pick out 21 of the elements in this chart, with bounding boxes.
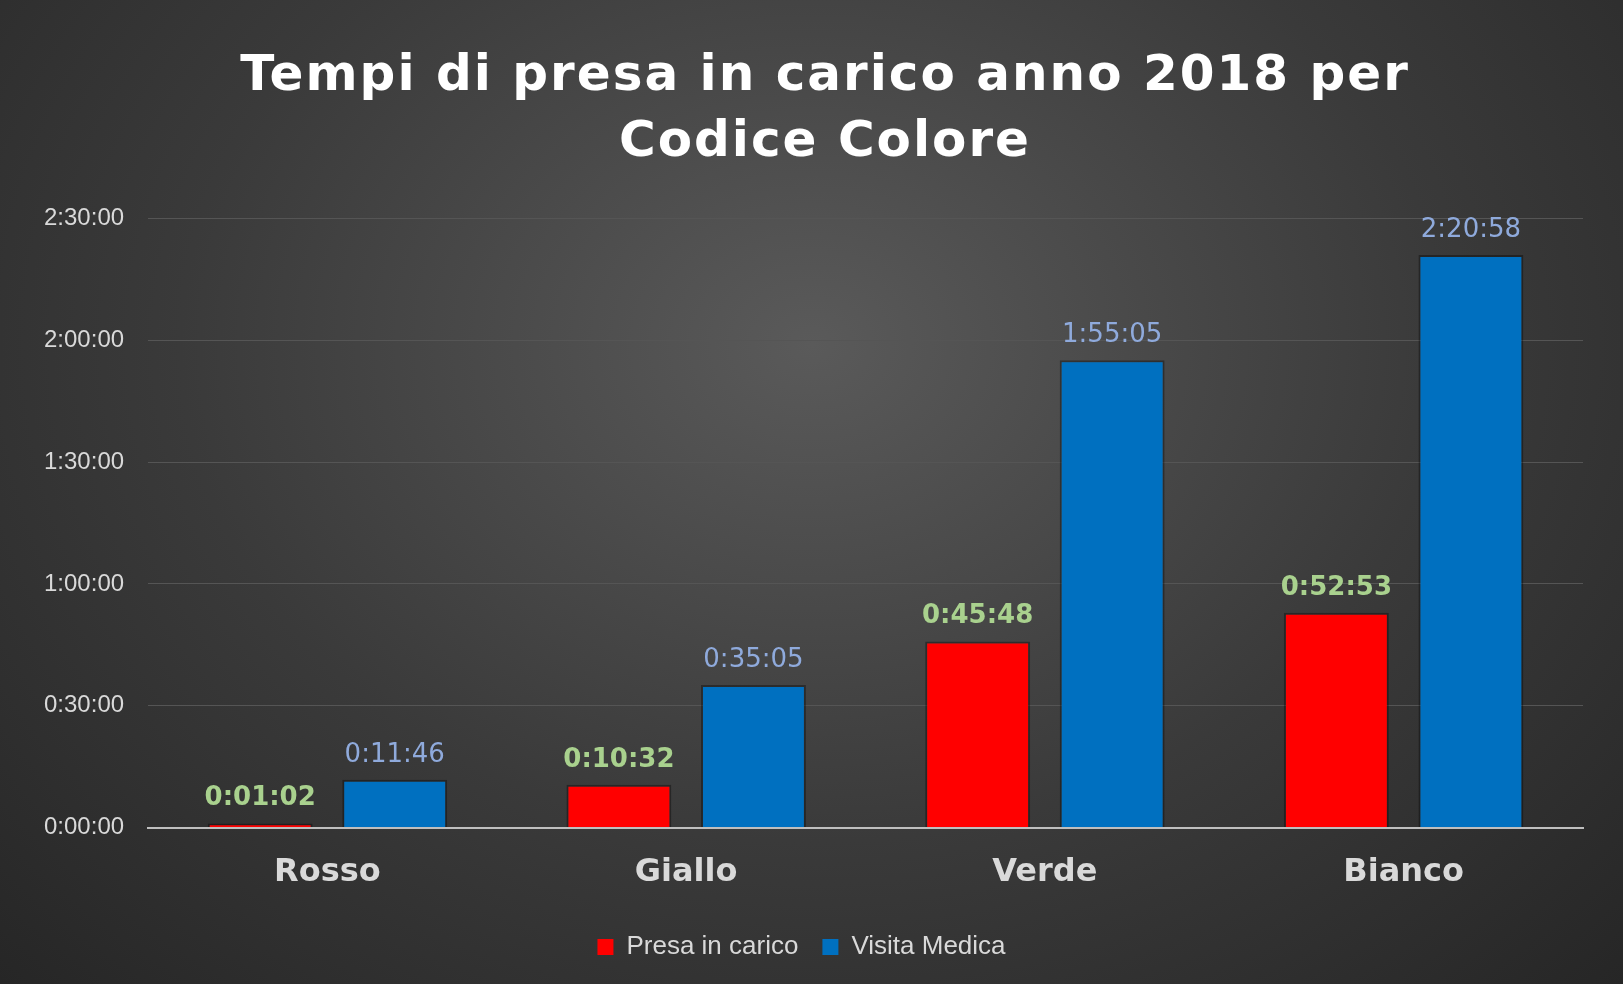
data-label: 0:35:05: [703, 642, 804, 673]
y-tick-label: 0:00:00: [44, 812, 125, 840]
y-tick-label: 2:30:00: [44, 203, 125, 231]
chart-title: Tempi di presa in carico anno 2018 per Codice Colore: [239, 43, 1411, 170]
data-label: 2:20:58: [1420, 212, 1522, 243]
data-label: 1:55:05: [1062, 317, 1163, 348]
data-label: 0:10:32: [563, 742, 675, 773]
legend-label: Visita Medica: [851, 930, 1007, 961]
legend-label: Presa in carico: [626, 930, 799, 961]
x-tick-label: Giallo: [634, 851, 738, 890]
y-tick-label: 1:00:00: [44, 568, 125, 596]
x-tick-label: Bianco: [1343, 851, 1464, 890]
data-label: 0:52:53: [1280, 570, 1392, 601]
data-label: 0:01:02: [204, 781, 316, 812]
y-tick-label: 2:00:00: [44, 324, 125, 352]
data-label: 0:11:46: [344, 737, 445, 768]
y-tick-label: 1:30:00: [44, 446, 125, 474]
y-tick-label: 0:30:00: [44, 690, 125, 718]
x-tick-label: Verde: [992, 851, 1098, 890]
data-label: 0:45:48: [922, 599, 1034, 630]
x-tick-label: Rosso: [274, 851, 381, 890]
